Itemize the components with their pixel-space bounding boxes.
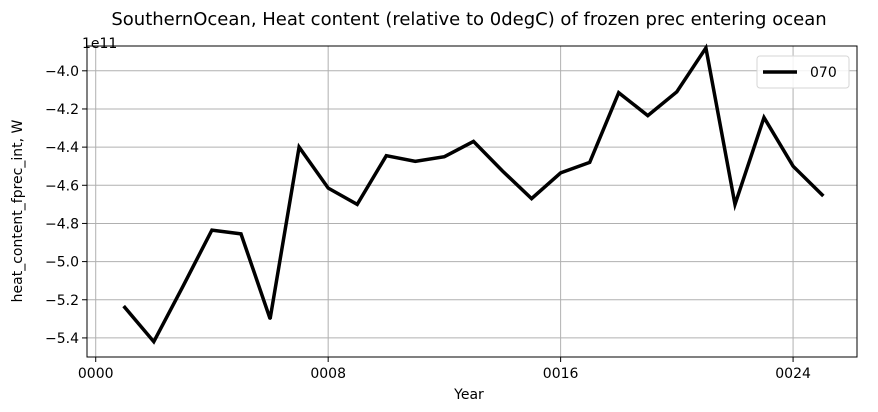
y-tick-label: −4.2 <box>45 102 79 118</box>
x-axis-label: Year <box>453 387 484 403</box>
data-point <box>181 285 185 288</box>
x-tick-label: 0024 <box>775 366 811 382</box>
data-point <box>762 116 766 119</box>
data-point <box>588 161 591 164</box>
y-tick-label: −4.0 <box>45 64 79 80</box>
data-point <box>443 155 446 158</box>
data-point <box>704 46 708 50</box>
data-point <box>385 154 388 157</box>
data-point <box>675 90 678 94</box>
data-point <box>472 140 475 143</box>
y-tick-label: −5.0 <box>45 255 79 271</box>
legend-box <box>756 55 850 89</box>
data-point <box>356 203 359 206</box>
y-tick-label: −5.2 <box>45 293 79 309</box>
data-point <box>617 91 620 94</box>
data-point <box>820 193 824 196</box>
data-point <box>327 186 330 190</box>
data-point <box>646 114 649 117</box>
x-tick-label: 0008 <box>310 366 346 382</box>
y-axis-label: heat_content_fprec_int, W <box>10 119 26 302</box>
y-tick-label: −4.4 <box>45 140 79 156</box>
y-tick-label: −4.6 <box>45 178 79 194</box>
data-point <box>414 160 417 163</box>
y-tick-label: −4.8 <box>45 216 79 232</box>
data-point <box>297 145 301 149</box>
data-point <box>239 232 243 236</box>
data-point <box>268 317 272 320</box>
chart-title: SouthernOcean, Heat content (relative to… <box>111 9 826 30</box>
series-line-070 <box>122 43 825 345</box>
series-layer <box>122 43 825 345</box>
axis-ticks: 0000 0008 0016 0024 −4.0 −4.2 −4.4 −4.6 −4.8 −5.0… <box>45 64 811 382</box>
y-tick-label: −5.4 <box>45 331 79 347</box>
x-tick-label: 0000 <box>78 366 114 382</box>
data-point <box>123 306 127 309</box>
data-point <box>501 169 504 173</box>
y-offset-text: 1e11 <box>82 36 117 52</box>
data-point <box>559 171 562 175</box>
data-point <box>733 203 737 206</box>
data-point <box>791 165 795 168</box>
legend: 070 <box>756 55 850 89</box>
data-point <box>152 340 155 343</box>
data-point <box>210 228 214 232</box>
legend-label: 070 <box>810 65 837 81</box>
data-point <box>530 197 533 200</box>
grid <box>87 46 857 357</box>
x-tick-label: 0016 <box>543 366 579 382</box>
plot-frame <box>86 45 858 358</box>
